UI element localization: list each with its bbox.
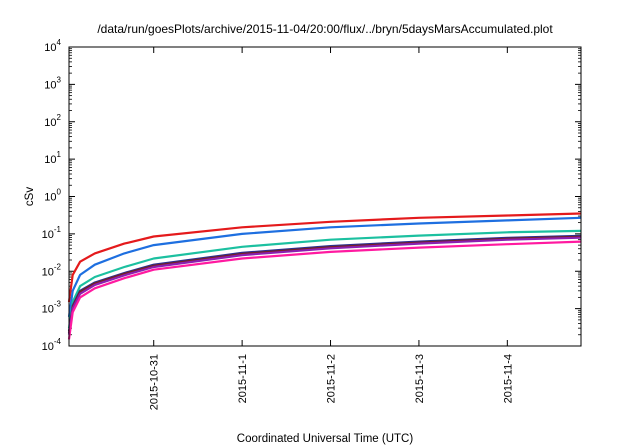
x-axis-ticks: 2015-10-31 2015-11-1 2015-11-2 2015-11-3 201…	[149, 47, 514, 410]
x-tick-label: 2015-11-1	[237, 354, 249, 403]
series-line-2	[67, 216, 582, 318]
y-tick-label: 10-2	[42, 262, 62, 278]
chart-title: /data/run/goesPlots/archive/2015-11-04/2…	[97, 22, 553, 36]
y-tick-base: 10	[44, 117, 56, 129]
series-line-3	[67, 229, 582, 329]
y-tick-base: 10	[44, 192, 56, 204]
x-tick-label: 2015-11-3	[414, 354, 426, 403]
y-tick-label: 100	[44, 188, 61, 204]
y-tick-base: 10	[42, 229, 54, 241]
y-tick-label: 103	[44, 75, 61, 91]
y-tick-exponent: -4	[54, 337, 62, 346]
x-tick-label: 2015-11-4	[502, 354, 514, 403]
y-tick-label: 10-1	[42, 225, 62, 241]
series-line-4	[67, 234, 582, 332]
y-tick-exponent: 3	[57, 75, 62, 84]
y-tick-exponent: 4	[57, 38, 62, 47]
y-tick-label: 104	[44, 38, 61, 54]
series-line-1	[67, 212, 582, 303]
y-tick-base: 10	[44, 79, 56, 91]
plot-frame	[68, 46, 582, 347]
y-tick-label: 10-4	[42, 337, 62, 353]
y-tick-label: 102	[44, 113, 61, 129]
y-axis-label: cSv	[24, 187, 36, 206]
y-tick-exponent: 1	[57, 150, 62, 159]
y-tick-exponent: -1	[54, 225, 62, 234]
y-tick-exponent: -3	[54, 300, 62, 309]
x-tick-label: 2015-10-31	[149, 354, 161, 410]
y-tick-base: 10	[44, 154, 56, 166]
y-tick-exponent: 0	[57, 188, 62, 197]
y-tick-base: 10	[44, 42, 56, 54]
x-tick-label: 2015-11-2	[326, 354, 338, 403]
y-tick-base: 10	[42, 341, 54, 353]
y-tick-base: 10	[42, 266, 54, 278]
series-line-7	[67, 240, 582, 340]
y-tick-label: 101	[44, 150, 61, 166]
y-tick-base: 10	[42, 304, 54, 316]
series-layer	[67, 212, 582, 340]
y-tick-exponent: -2	[54, 262, 62, 271]
y-tick-label: 10-3	[42, 300, 62, 316]
x-axis-label: Coordinated Universal Time (UTC)	[237, 433, 414, 445]
y-tick-exponent: 2	[57, 113, 62, 122]
series-line-6	[67, 236, 582, 335]
